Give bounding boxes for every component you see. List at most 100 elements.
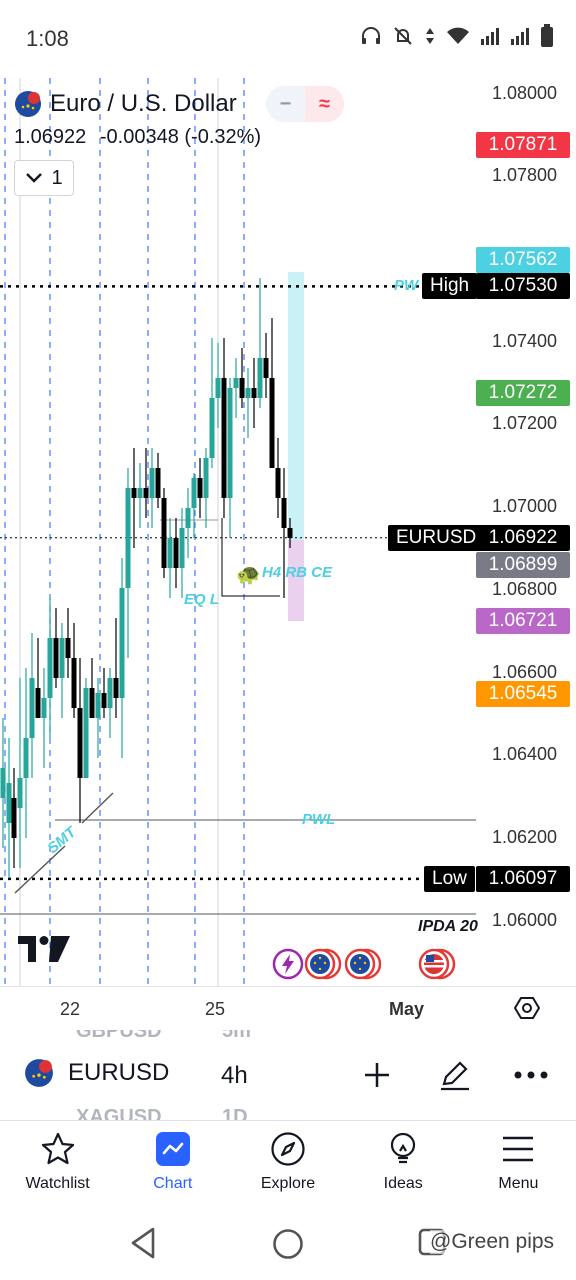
candle-body — [131, 488, 137, 498]
candle-body — [233, 378, 239, 388]
pill-buttons[interactable]: − ≈ — [266, 86, 344, 122]
symbol-title[interactable]: Euro / U.S. Dollar — [14, 90, 237, 118]
price-tick: 1.08000 — [492, 83, 558, 103]
candle-body — [35, 688, 41, 718]
wave-button[interactable]: ≈ — [305, 86, 344, 122]
us-event-icon[interactable] — [414, 948, 460, 980]
candle-body — [161, 498, 167, 568]
wifi-icon — [447, 27, 469, 44]
candle-body — [95, 693, 101, 718]
nav-menu[interactable]: Menu — [461, 1121, 576, 1221]
candle-body — [89, 688, 95, 718]
candle-body — [17, 778, 23, 808]
pwh-annotation: PW — [394, 277, 419, 294]
symbol-code[interactable]: EURUSD — [68, 1059, 170, 1086]
time-tick: 22 — [60, 999, 81, 1019]
eu-event-icon[interactable] — [304, 948, 344, 980]
eql-annotation: EQ L — [184, 591, 220, 608]
time-tick: May — [389, 999, 425, 1019]
candle-body — [275, 468, 281, 498]
nav-label: Watchlist — [25, 1175, 90, 1192]
price-label-gray: 1.06899 — [476, 552, 570, 578]
candle-body — [113, 678, 119, 698]
candle-body — [6, 783, 12, 823]
nav-ideas[interactable]: Ideas — [346, 1121, 461, 1221]
home-icon[interactable] — [272, 1228, 304, 1260]
status-time: 1:08 — [26, 26, 69, 51]
chart-area[interactable]: Euro / U.S. Dollar − ≈ 1.06922 -0.00348 … — [0, 78, 576, 986]
back-icon[interactable] — [128, 1226, 158, 1260]
candle-body — [71, 658, 77, 708]
candle-body — [191, 478, 197, 508]
candle-body — [101, 693, 107, 708]
price-label-red: 1.07871 — [476, 132, 570, 158]
interval-selector[interactable]: 4h — [221, 1062, 248, 1089]
signal-icon — [481, 28, 499, 45]
pwl-annotation: PWL — [302, 811, 336, 828]
price-tick: 1.07800 — [492, 165, 558, 185]
draw-pen-icon[interactable] — [438, 1058, 472, 1092]
eu-event-icon-2[interactable] — [344, 948, 384, 980]
lightning-event-icon[interactable] — [272, 948, 304, 980]
symbol-name: Euro / U.S. Dollar — [50, 90, 237, 117]
chart-settings-icon[interactable] — [514, 995, 540, 1021]
price-chart[interactable] — [0, 78, 576, 986]
signal-icon-2 — [511, 28, 529, 45]
indicator-count: 1 — [51, 166, 63, 189]
price-tick: 1.06600 — [492, 662, 558, 682]
nav-chart[interactable]: Chart — [115, 1121, 230, 1221]
mute-bell-icon — [394, 27, 412, 45]
ghost-interval-top: 5m — [222, 1030, 251, 1042]
chart-icon — [155, 1132, 190, 1166]
menu-icon — [503, 1136, 534, 1162]
candle-body — [215, 378, 221, 398]
more-options-icon[interactable] — [514, 1070, 548, 1080]
status-icons — [360, 24, 554, 48]
android-navigation[interactable]: @Green pips — [0, 1210, 576, 1280]
time-tick: 25 — [205, 999, 226, 1019]
smt-line — [14, 845, 66, 894]
candle-body — [179, 528, 185, 568]
price-tick: 1.07200 — [492, 413, 558, 433]
candle-body — [77, 708, 83, 778]
compass-icon — [271, 1132, 305, 1166]
minus-button[interactable]: − — [279, 92, 292, 115]
indicator-toggle[interactable]: 1 — [14, 160, 74, 196]
candle-body — [173, 538, 179, 568]
event-icons[interactable] — [272, 948, 460, 980]
candle-body — [245, 388, 251, 398]
candle-body — [65, 638, 71, 658]
candle-body — [83, 688, 89, 778]
eu-us-flag-icon — [25, 1059, 53, 1087]
candle-body — [119, 588, 125, 698]
nav-explore[interactable]: Explore — [230, 1121, 345, 1221]
candle-body — [257, 358, 263, 398]
candle-body — [125, 488, 131, 588]
add-icon[interactable] — [362, 1060, 392, 1090]
candle-body — [239, 378, 245, 398]
price-tick: 1.06400 — [492, 744, 558, 764]
star-icon — [41, 1132, 74, 1165]
symbol-selector[interactable]: EURUSD — [24, 1058, 169, 1088]
candle-body — [41, 698, 47, 718]
candle-body — [29, 678, 35, 738]
time-axis[interactable]: 22 25 May — [0, 986, 576, 1031]
candle-body — [209, 398, 215, 458]
candle-body — [11, 798, 17, 838]
candle-body — [221, 378, 227, 498]
symbol-row[interactable]: GBPUSD 5m EURUSD 4h XAGUSD 1D — [0, 1030, 576, 1120]
tradingview-logo — [18, 936, 70, 962]
price-tick: 1.06000 — [492, 910, 558, 930]
nav-label: Menu — [498, 1175, 539, 1192]
chevron-down-icon — [26, 173, 43, 183]
bottom-navigation[interactable]: Watchlist Chart Explore Ideas Menu — [0, 1120, 576, 1221]
price-label-high: 1.07530 — [476, 273, 570, 299]
candle-body — [47, 638, 53, 698]
candle-body — [251, 388, 257, 398]
price-tick: 1.07000 — [492, 496, 558, 516]
data-arrows-icon — [426, 28, 434, 44]
price-label-green: 1.07272 — [476, 380, 570, 406]
candle-body — [197, 478, 203, 498]
ghost-symbol-top: GBPUSD — [76, 1030, 162, 1042]
nav-watchlist[interactable]: Watchlist — [0, 1121, 115, 1221]
